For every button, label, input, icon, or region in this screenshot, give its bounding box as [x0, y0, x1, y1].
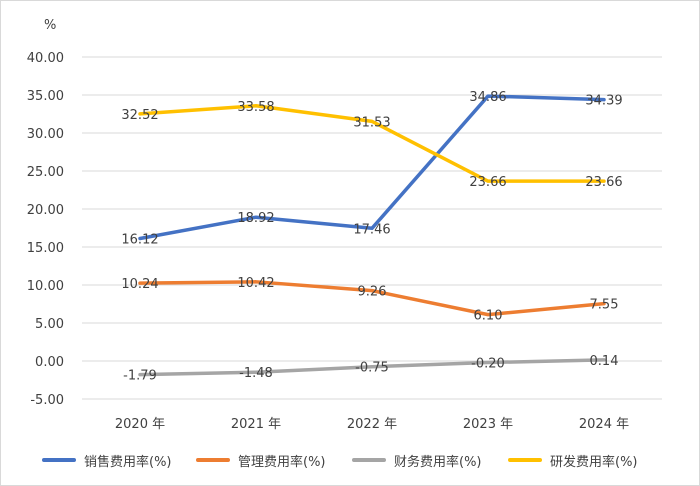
y-tick-label: 20.00	[27, 203, 64, 218]
data-label: 23.66	[469, 175, 506, 190]
legend-label: 管理费用率(%)	[238, 454, 326, 470]
y-tick-label: 15.00	[27, 241, 64, 256]
legend-item-2: 财务费用率(%)	[352, 448, 482, 472]
data-label: 10.24	[121, 277, 158, 292]
legend-label: 研发费用率(%)	[550, 454, 638, 470]
data-label: 34.39	[585, 94, 622, 109]
data-label: 6.10	[474, 309, 503, 324]
series-line-2	[138, 358, 606, 377]
y-tick-label: 30.00	[27, 127, 64, 142]
series-line-0	[138, 94, 606, 241]
x-tick-label: 2023 年	[463, 417, 513, 432]
legend: 销售费用率(%) 管理费用率(%) 财务费用率(%) 研发费用率(%)	[0, 448, 700, 472]
legend-swatch	[196, 458, 230, 462]
data-label: 31.53	[353, 115, 390, 130]
data-label: -1.48	[239, 366, 273, 381]
x-axis-ticks: 2020 年 2021 年 2022 年 2023 年 2024 年	[115, 417, 629, 432]
legend-swatch	[508, 458, 542, 462]
y-tick-label: -5.00	[30, 393, 64, 408]
legend-item-1: 管理费用率(%)	[196, 448, 326, 472]
data-label: 18.92	[237, 211, 274, 226]
data-label: 33.58	[237, 100, 274, 115]
x-tick-label: 2021 年	[231, 417, 281, 432]
legend-swatch	[352, 458, 386, 462]
data-label: 17.46	[353, 222, 390, 237]
y-tick-label: 10.00	[27, 279, 64, 294]
data-label: 9.26	[358, 285, 387, 300]
data-label: 34.86	[469, 90, 506, 105]
data-label: -0.75	[355, 361, 389, 376]
data-label: 7.55	[590, 298, 619, 313]
data-label: -1.79	[123, 369, 157, 384]
data-label: 32.52	[121, 108, 158, 123]
y-axis-unit: %	[44, 18, 56, 33]
x-tick-label: 2022 年	[347, 417, 397, 432]
y-tick-label: 40.00	[27, 51, 64, 66]
line-chart: 40.00 35.00 30.00 25.00 20.00 15.00 10.00 5.00 0…	[27, 18, 662, 432]
x-tick-label: 2020 年	[115, 417, 165, 432]
data-label: 0.14	[590, 354, 619, 369]
y-tick-label: 35.00	[27, 89, 64, 104]
y-axis-ticks: 40.00 35.00 30.00 25.00 20.00 15.00 10.00 5.00 0…	[27, 51, 64, 408]
data-label: 23.66	[585, 175, 622, 190]
legend-item-3: 研发费用率(%)	[508, 448, 638, 472]
y-tick-label: 25.00	[27, 165, 64, 180]
legend-item-0: 销售费用率(%)	[42, 448, 172, 472]
y-tick-label: 0.00	[35, 355, 64, 370]
legend-label: 销售费用率(%)	[84, 454, 172, 470]
series-lines	[138, 94, 606, 377]
x-tick-label: 2024 年	[579, 417, 629, 432]
data-label: -0.20	[471, 357, 505, 372]
data-labels: 16.12 18.92 17.46 34.86 34.39 10.24 10.42 9.26 6…	[121, 90, 622, 384]
series-line-3	[138, 104, 606, 183]
legend-label: 财务费用率(%)	[394, 454, 482, 470]
y-tick-label: 5.00	[35, 317, 64, 332]
data-label: 16.12	[121, 232, 158, 247]
data-label: 10.42	[237, 276, 274, 291]
series-line-1	[138, 280, 606, 317]
legend-swatch	[42, 458, 76, 462]
